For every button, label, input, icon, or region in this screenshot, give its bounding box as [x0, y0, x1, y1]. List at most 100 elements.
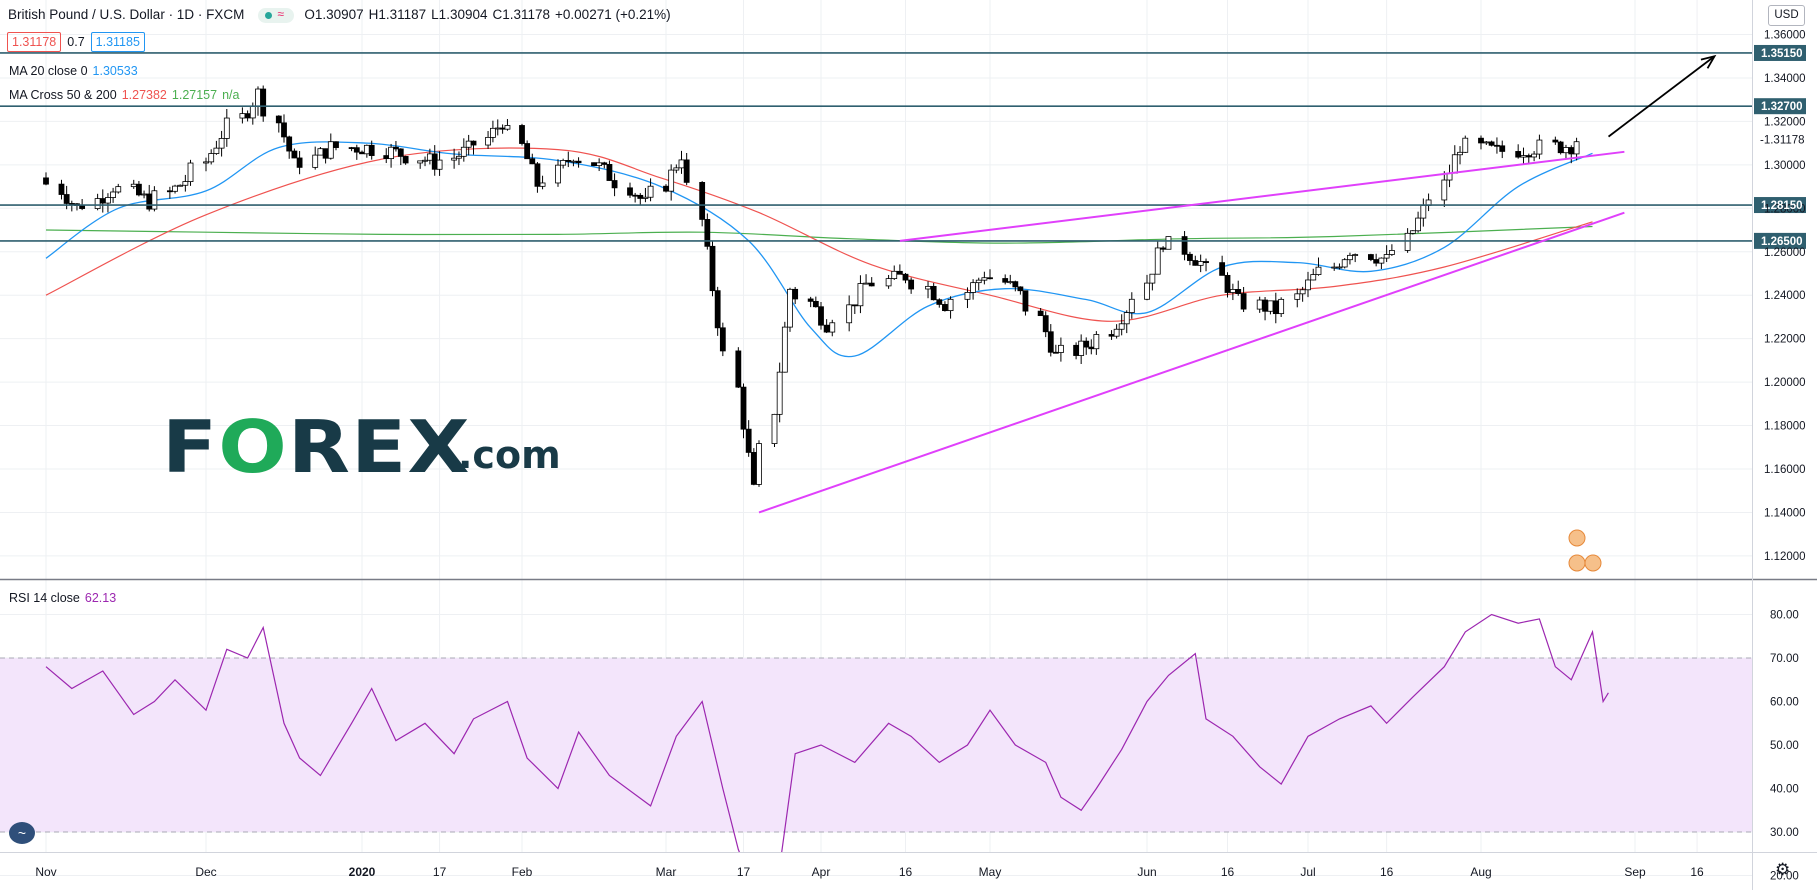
candle-body — [1404, 232, 1411, 251]
candle-body — [368, 144, 375, 156]
candle-body — [565, 160, 572, 162]
candle — [43, 172, 49, 186]
candle-body — [105, 197, 111, 204]
candle-body — [925, 285, 931, 290]
candle-body — [1262, 299, 1268, 312]
candle — [1203, 258, 1209, 272]
candle — [1446, 164, 1453, 188]
candle — [709, 240, 716, 297]
candle-body — [141, 193, 147, 196]
candle-body — [627, 187, 633, 196]
time-tick-label: Jul — [1300, 865, 1315, 879]
currency-button[interactable]: USD — [1768, 5, 1805, 26]
candle — [1299, 286, 1306, 302]
candle-body — [94, 198, 101, 209]
rsi-pane — [0, 613, 1752, 852]
candle — [1078, 334, 1085, 365]
candles — [43, 85, 1580, 487]
candle-body — [591, 162, 597, 167]
candle-body — [1083, 340, 1090, 348]
rsi-legend[interactable]: RSI 14 close 62.13 — [9, 591, 116, 605]
candle — [1165, 236, 1172, 250]
candle-body — [1451, 154, 1458, 174]
candle — [115, 183, 122, 194]
candle — [846, 295, 853, 332]
candle — [436, 151, 443, 176]
ma20-value: 1.30533 — [92, 64, 138, 78]
candle-body — [942, 304, 948, 312]
candle-body — [642, 196, 649, 199]
candle — [719, 322, 726, 357]
ma20-line — [45, 141, 1593, 358]
symbol-title[interactable]: British Pound / U.S. Dollar · 1D · FXCM — [8, 7, 245, 22]
candle — [1441, 171, 1448, 208]
candle — [130, 179, 137, 189]
candle — [333, 141, 339, 151]
time-tick-label: 16 — [1221, 865, 1235, 879]
ma20-legend[interactable]: MA 20 close 0 1.30533 — [9, 64, 138, 78]
event-flag-icon — [1568, 529, 1586, 547]
candle-body — [499, 127, 506, 130]
candle-body — [260, 88, 267, 117]
candle-body — [1219, 262, 1226, 276]
level-price-label: 1.32700 — [1761, 101, 1803, 113]
time-tick-label: Dec — [195, 865, 216, 879]
spread-value: 0.7 — [67, 35, 85, 49]
candle-body — [947, 298, 954, 312]
candle-body — [1149, 273, 1156, 284]
candle-body — [1368, 254, 1374, 260]
candle-body — [534, 163, 541, 187]
ma-cross-na: n/a — [222, 88, 240, 102]
rsi-value: 62.13 — [84, 591, 117, 605]
candle-body — [823, 324, 830, 333]
candle-body — [436, 159, 443, 170]
candle-body — [678, 159, 685, 169]
level-price-label: 1.28150 — [1761, 200, 1803, 212]
candle — [368, 140, 375, 160]
candle — [735, 347, 742, 388]
candle-body — [286, 136, 293, 152]
candle-body — [668, 169, 675, 192]
candle — [781, 321, 788, 373]
candle-body — [709, 245, 716, 292]
projection-arrow — [1607, 55, 1716, 138]
candle — [1368, 253, 1374, 262]
candle — [863, 274, 869, 285]
tradingview-logo-icon[interactable]: ~ — [9, 822, 35, 844]
candle-body — [136, 183, 142, 196]
candle — [699, 181, 706, 227]
candle-body — [291, 150, 298, 159]
candle-body — [647, 185, 654, 198]
candle — [1573, 137, 1580, 161]
candle-body — [745, 428, 752, 453]
candle-body — [1022, 290, 1029, 312]
candle — [182, 174, 189, 192]
candle — [981, 271, 988, 285]
candle-body — [714, 290, 721, 329]
candle-body — [353, 147, 360, 153]
price-tick-label: 1.28000 — [1764, 203, 1806, 215]
ma-cross-legend[interactable]: MA Cross 50 & 200 1.27382 1.27157 n/a — [9, 88, 239, 102]
candle — [1451, 145, 1458, 174]
candle-body — [1144, 282, 1150, 300]
settings-gear-icon[interactable]: ⚙ — [1775, 860, 1791, 879]
candle-body — [539, 182, 546, 187]
candle-body — [151, 190, 158, 210]
candle-body — [1536, 139, 1543, 155]
candle — [1347, 252, 1353, 265]
candle-body — [1078, 340, 1085, 356]
market-status-indicator[interactable]: ≈ — [258, 7, 295, 23]
sell-price-button[interactable]: 1.31178 — [7, 32, 62, 52]
candle — [792, 286, 799, 305]
candle — [465, 134, 472, 156]
candle — [1499, 140, 1506, 159]
candle-body — [519, 125, 525, 144]
level-price-tag — [1754, 232, 1806, 249]
candle-body — [1388, 250, 1395, 255]
candle-body — [249, 105, 256, 119]
rsi-band — [0, 658, 1752, 832]
candle-body — [1352, 254, 1359, 256]
candle — [1515, 144, 1522, 159]
buy-price-button[interactable]: 1.31185 — [90, 32, 145, 52]
